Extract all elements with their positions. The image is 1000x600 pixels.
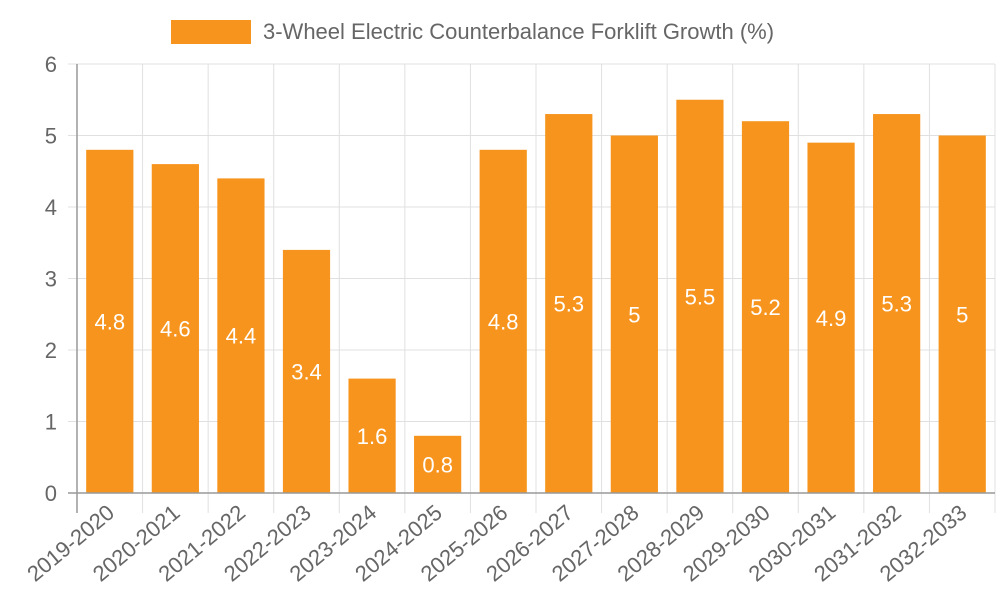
y-tick-label: 3 (45, 267, 57, 292)
y-tick-label: 6 (45, 52, 57, 77)
bars: 4.8 4.6 4.4 3.4 1.6 0.8 4.8 5.3 5 5.5 5.2 4.9 5.3 5 (86, 99, 986, 494)
bar-value-label: 1.6 (357, 424, 388, 449)
y-tick-label: 0 (45, 481, 57, 506)
bar-value-label: 4.8 (488, 309, 519, 334)
y-axis-ticks: 0 1 2 3 4 5 6 (45, 52, 57, 506)
bar-value-label: 4.4 (226, 324, 257, 349)
y-tick-label: 2 (45, 338, 57, 363)
bar-value-label: 5.3 (553, 292, 584, 317)
bar-value-label: 5.3 (881, 292, 912, 317)
y-tick-label: 5 (45, 124, 57, 149)
legend-label: 3-Wheel Electric Counterbalance Forklift… (263, 19, 775, 44)
bar[interactable] (348, 378, 396, 493)
grid-lines (68, 63, 996, 513)
bar[interactable] (610, 135, 658, 494)
bar-value-label: 5.5 (685, 284, 716, 309)
bar[interactable] (741, 121, 790, 493)
bar-value-label: 5.2 (750, 295, 781, 320)
x-axis-ticks: 2019-20202020-20212021-20222022-20232023… (22, 500, 971, 587)
y-tick-label: 4 (45, 195, 57, 220)
bar-value-label: 4.8 (94, 309, 125, 334)
bar-value-label: 5 (628, 302, 640, 327)
bar[interactable] (282, 249, 331, 493)
axes (68, 64, 995, 513)
bar[interactable] (938, 135, 986, 494)
bar-value-label: 4.9 (816, 306, 847, 331)
y-tick-label: 1 (45, 410, 57, 435)
bar[interactable] (873, 114, 921, 494)
bar-value-label: 5 (956, 302, 968, 327)
bar[interactable] (86, 149, 134, 494)
bar-value-label: 4.6 (160, 317, 191, 342)
bar[interactable] (414, 435, 462, 493)
bar[interactable] (151, 164, 199, 493)
chart-legend[interactable]: 3-Wheel Electric Counterbalance Forklift… (171, 18, 774, 46)
bar-value-label: 0.8 (422, 452, 453, 477)
bar[interactable] (479, 149, 527, 494)
bar[interactable] (545, 114, 593, 494)
bar-value-label: 3.4 (291, 359, 322, 384)
bar[interactable] (217, 178, 265, 493)
bar[interactable] (676, 99, 724, 493)
bar[interactable] (807, 142, 855, 493)
legend-swatch (171, 20, 251, 44)
